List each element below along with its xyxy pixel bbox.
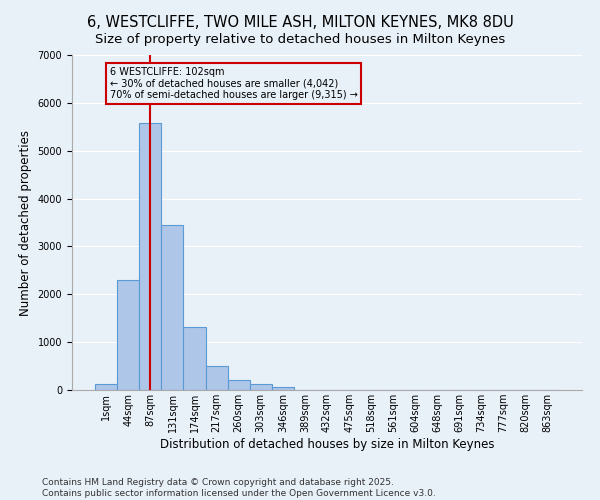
Y-axis label: Number of detached properties: Number of detached properties [19, 130, 32, 316]
Bar [161, 225, 184, 390]
Bar [227, 380, 250, 390]
Bar [206, 366, 227, 390]
Text: 6, WESTCLIFFE, TWO MILE ASH, MILTON KEYNES, MK8 8DU: 6, WESTCLIFFE, TWO MILE ASH, MILTON KEYN… [86, 15, 514, 30]
Bar [250, 384, 272, 390]
Bar [95, 384, 117, 390]
Text: Size of property relative to detached houses in Milton Keynes: Size of property relative to detached ho… [95, 32, 505, 46]
Text: Contains HM Land Registry data © Crown copyright and database right 2025.
Contai: Contains HM Land Registry data © Crown c… [42, 478, 436, 498]
Bar [139, 124, 161, 390]
Bar [117, 280, 139, 390]
Text: 6 WESTCLIFFE: 102sqm
← 30% of detached houses are smaller (4,042)
70% of semi-de: 6 WESTCLIFFE: 102sqm ← 30% of detached h… [110, 67, 358, 100]
Bar [184, 328, 206, 390]
Bar [272, 387, 294, 390]
X-axis label: Distribution of detached houses by size in Milton Keynes: Distribution of detached houses by size … [160, 438, 494, 451]
